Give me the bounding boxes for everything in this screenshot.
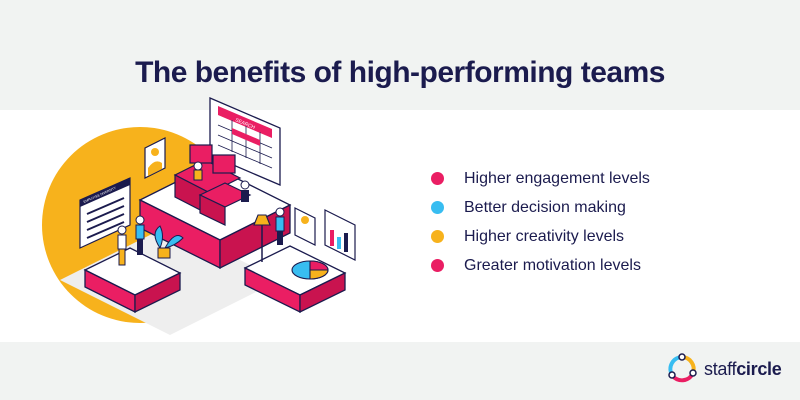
benefit-label: Higher engagement levels <box>464 169 650 187</box>
left-platform <box>83 247 182 314</box>
list-item: Greater motivation levels <box>431 251 761 280</box>
person-standing-left <box>117 225 127 266</box>
brand-name: staffcircle <box>704 358 782 379</box>
diversity-poster: EMPLOYEE DIVERSITY <box>79 177 131 249</box>
benefit-label: Higher creativity levels <box>464 227 625 245</box>
calendar-board: SEARCH <box>209 97 281 186</box>
person-at-desk <box>240 180 250 202</box>
bar-chart-board <box>324 209 356 261</box>
page-title: The benefits of high-performing teams <box>135 56 665 90</box>
staffcircle-logo-icon <box>668 353 697 383</box>
benefit-label: Greater motivation levels <box>464 256 641 274</box>
person-near-lamp <box>275 207 285 245</box>
bullet-dot <box>431 230 444 243</box>
profile-card-left <box>144 137 166 179</box>
bullet-dot <box>431 172 444 185</box>
desk <box>173 144 252 226</box>
list-item: Higher creativity levels <box>431 222 761 251</box>
potted-plant <box>154 225 184 259</box>
team-illustration: SEARCH <box>42 97 356 335</box>
brand-logo: staffcircle <box>666 353 782 385</box>
person-standing-middle <box>135 215 145 255</box>
list-item: Higher engagement levels <box>431 164 761 193</box>
benefits-list: Higher engagement levels Better decision… <box>431 164 761 280</box>
bullet-dot <box>431 259 444 272</box>
right-platform <box>243 245 347 314</box>
profile-card-right <box>294 207 316 246</box>
list-item: Better decision making <box>431 193 761 222</box>
floor-lamp <box>253 214 271 262</box>
pie-chart-prop <box>291 260 329 280</box>
person-seated-desk <box>193 161 203 181</box>
benefit-label: Better decision making <box>464 198 626 216</box>
bullet-dot <box>431 201 444 214</box>
